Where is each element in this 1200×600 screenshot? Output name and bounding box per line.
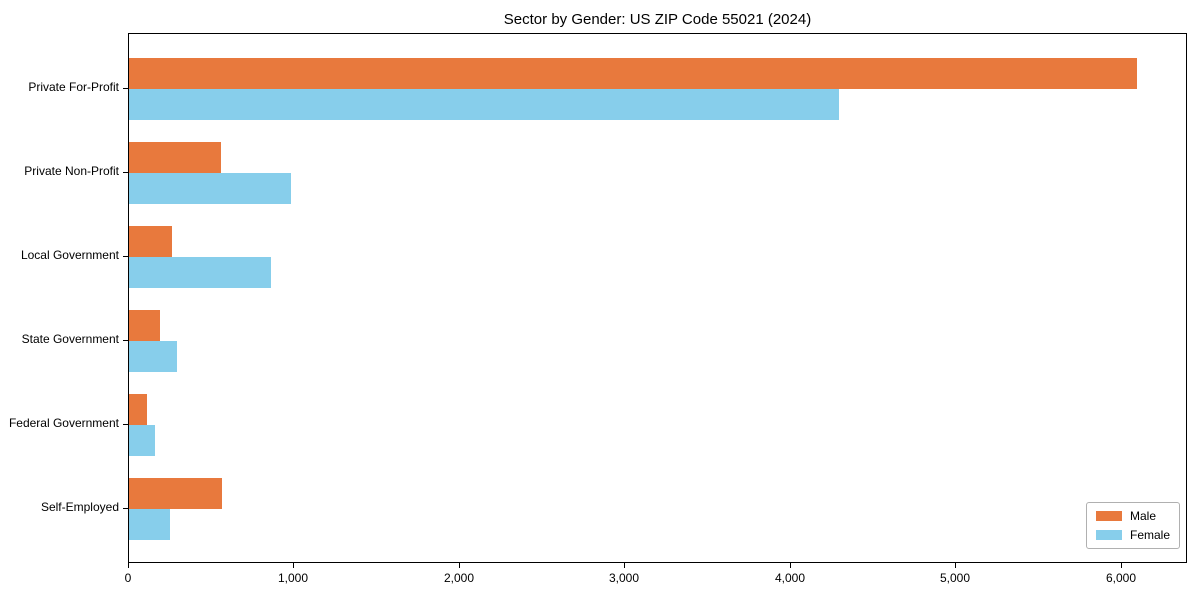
x-axis-tick xyxy=(293,563,294,568)
x-axis-tick-label: 2,000 xyxy=(443,571,475,585)
bar-female-4 xyxy=(129,341,177,372)
x-axis-tick xyxy=(1121,563,1122,568)
y-axis-category-label: Federal Government xyxy=(8,416,119,430)
x-axis-tick-label: 4,000 xyxy=(774,571,806,585)
y-axis-tick xyxy=(123,172,128,173)
chart-title: Sector by Gender: US ZIP Code 55021 (202… xyxy=(503,11,812,28)
x-axis-tick-label: 1,000 xyxy=(277,571,309,585)
legend-entry-male: Male xyxy=(1095,509,1170,523)
y-axis-tick xyxy=(123,256,128,257)
bar-female-6 xyxy=(129,509,170,540)
y-axis-tick xyxy=(123,88,128,89)
y-axis-tick xyxy=(123,424,128,425)
bar-male-1 xyxy=(129,58,1137,89)
legend-label-female: Female xyxy=(1129,528,1170,542)
x-axis-tick xyxy=(955,563,956,568)
bar-male-4 xyxy=(129,310,160,341)
x-axis-tick xyxy=(459,563,460,568)
x-axis-tick-label: 0 xyxy=(124,571,132,585)
x-axis-tick xyxy=(790,563,791,568)
x-axis-tick-label: 6,000 xyxy=(1105,571,1137,585)
legend: Male Female xyxy=(1085,502,1180,549)
legend-entry-female: Female xyxy=(1095,528,1170,542)
legend-swatch-male-icon xyxy=(1095,511,1122,521)
bar-male-3 xyxy=(129,226,172,257)
x-axis-tick-label: 3,000 xyxy=(608,571,640,585)
x-axis-tick xyxy=(624,563,625,568)
legend-label-male: Male xyxy=(1129,509,1156,523)
y-axis-category-label: State Government xyxy=(21,332,119,346)
bar-female-5 xyxy=(129,425,155,456)
y-axis-category-label: Private For-Profit xyxy=(28,80,119,94)
bar-female-1 xyxy=(129,89,839,120)
plot-area: Male Female xyxy=(128,33,1187,563)
bar-female-3 xyxy=(129,257,271,288)
y-axis-tick xyxy=(123,340,128,341)
y-axis-category-label: Local Government xyxy=(20,248,119,262)
bar-male-5 xyxy=(129,394,147,425)
y-axis-category-label: Self-Employed xyxy=(40,500,119,514)
bar-male-2 xyxy=(129,142,221,173)
x-axis-tick xyxy=(128,563,129,568)
x-axis-tick-label: 5,000 xyxy=(939,571,971,585)
y-axis-category-label: Private Non-Profit xyxy=(24,164,119,178)
bar-female-2 xyxy=(129,173,291,204)
bar-male-6 xyxy=(129,478,222,509)
legend-swatch-female-icon xyxy=(1095,530,1122,540)
y-axis-tick xyxy=(123,508,128,509)
